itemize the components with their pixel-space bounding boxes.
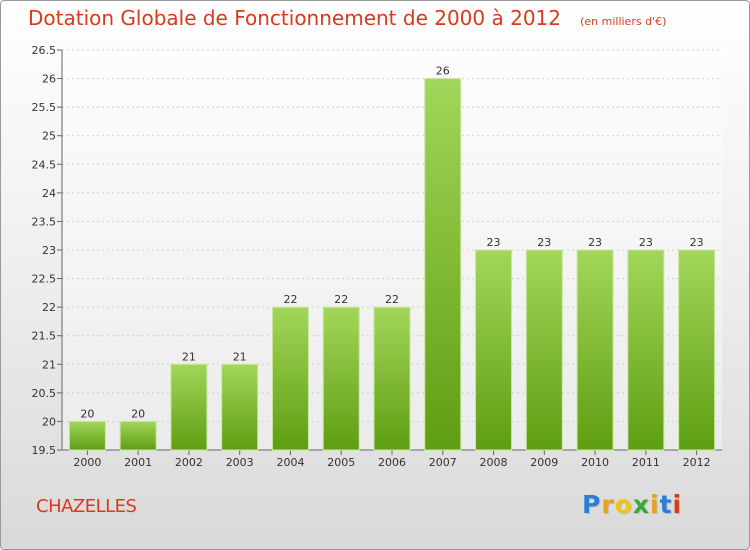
- bars: [68, 78, 716, 451]
- bar: [373, 306, 411, 451]
- data-label: 20: [131, 407, 145, 420]
- x-tick-label: 2001: [124, 456, 152, 469]
- bar: [271, 306, 309, 451]
- logo-letter: i: [650, 490, 660, 519]
- logo-letter: i: [672, 490, 683, 519]
- bar: [678, 249, 716, 451]
- bar: [119, 420, 157, 451]
- x-tick-label: 2002: [175, 456, 203, 469]
- chart-title: Dotation Globale de Fonctionnement de 20…: [28, 6, 561, 30]
- bar: [475, 249, 513, 451]
- data-label: 23: [690, 236, 704, 249]
- y-tick-label: 23: [42, 244, 56, 257]
- bar: [322, 306, 360, 451]
- y-tick-label: 20.5: [32, 387, 57, 400]
- x-tick-label: 2011: [632, 456, 660, 469]
- bar: [525, 249, 563, 451]
- x-tick-label: 2008: [480, 456, 508, 469]
- data-label: 26: [436, 65, 450, 78]
- x-tick-label: 2003: [226, 456, 254, 469]
- data-label: 21: [233, 350, 247, 363]
- data-label: 23: [588, 236, 602, 249]
- commune-name: CHAZELLES: [36, 496, 137, 517]
- logo-letter: t: [659, 490, 673, 519]
- x-tick-label: 2010: [581, 456, 609, 469]
- data-label: 20: [80, 407, 94, 420]
- data-label: 23: [639, 236, 653, 249]
- data-label: 22: [283, 293, 297, 306]
- title-block: Dotation Globale de Fonctionnement de 20…: [28, 6, 666, 30]
- data-label: 23: [487, 236, 501, 249]
- y-tick-label: 23.5: [32, 215, 57, 228]
- chart-subtitle: (en milliers d'€): [580, 15, 667, 28]
- axes: 19.5 20 20.5 21 21.5 22 22.5 23 23.5 24 24.5 25 25.5…: [32, 44, 722, 469]
- data-label: 23: [537, 236, 551, 249]
- bar: [68, 420, 106, 451]
- y-tick-label: 25: [42, 130, 56, 143]
- logo-letter: o: [614, 490, 633, 519]
- x-tick-label: 2012: [683, 456, 711, 469]
- logo-letter: r: [601, 490, 615, 519]
- y-tick-label: 20: [42, 415, 56, 428]
- bar: [576, 249, 614, 451]
- y-tick-label: 24: [42, 187, 56, 200]
- data-label: 22: [385, 293, 399, 306]
- x-tick-label: 2005: [327, 456, 355, 469]
- y-tick-label: 22.5: [32, 273, 57, 286]
- bar: [627, 249, 665, 451]
- y-tick-label: 22: [42, 301, 56, 314]
- data-label: 22: [334, 293, 348, 306]
- y-tick-label: 19.5: [32, 444, 57, 457]
- x-tick-label: 2009: [530, 456, 558, 469]
- x-tick-label: 2007: [429, 456, 457, 469]
- data-label: 21: [182, 350, 196, 363]
- x-tick-label: 2000: [73, 456, 101, 469]
- y-tick-label: 26: [42, 73, 56, 86]
- bar: [424, 78, 462, 451]
- logo-letter: x: [632, 490, 650, 519]
- x-tick-label: 2006: [378, 456, 406, 469]
- logo-letter: P: [582, 490, 602, 519]
- y-tick-label: 25.5: [32, 101, 57, 114]
- bar: [170, 363, 208, 451]
- y-tick-label: 21: [42, 358, 56, 371]
- y-tick-label: 21.5: [32, 330, 57, 343]
- y-tick-label: 24.5: [32, 158, 57, 171]
- y-tick-label: 26.5: [32, 44, 57, 57]
- bar: [221, 363, 259, 451]
- x-tick-label: 2004: [276, 456, 304, 469]
- data-labels: 20 20 21 21 22 22 22 26 23 23 23 23 23: [80, 65, 703, 421]
- proxiti-logo[interactable]: Proxiti: [582, 490, 682, 519]
